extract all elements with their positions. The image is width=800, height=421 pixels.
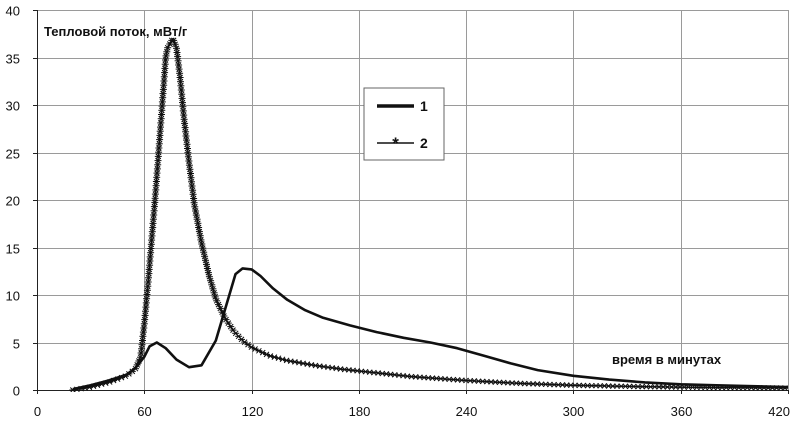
y-tick-label: 40 [6,4,20,19]
legend-box [364,88,444,160]
x-tick-label: 300 [563,404,585,419]
x-axis-label: время в минутах [612,352,722,367]
series-1-line [73,268,788,389]
x-tick-label: 0 [34,404,41,419]
x-tick-label: 240 [456,404,478,419]
y-axis-label: Тепловой поток, мВт/г [44,24,188,39]
y-tick-label: 5 [13,337,20,352]
series-2-marker [235,334,242,339]
legend-label-series-2: 2 [420,135,428,151]
x-tick-label: 360 [671,404,693,419]
x-tick-label: 120 [242,404,264,419]
y-tick-label: 35 [6,52,20,67]
y-tick-label: 10 [6,289,20,304]
y-tick-label: 30 [6,99,20,114]
y-tick-label: 20 [6,194,20,209]
y-tick-label: 0 [13,384,20,399]
y-tick-label: 25 [6,147,20,162]
legend: 1 * 2 [364,88,444,160]
series-1 [73,268,788,389]
x-tick-label: 420 [768,404,790,419]
legend-label-series-1: 1 [420,98,428,114]
x-tick-label: 60 [137,404,151,419]
y-tick-label: 15 [6,242,20,257]
grid [37,10,789,391]
series-2-marker [232,331,239,336]
legend-marker-series-2: * [392,134,399,153]
x-tick-label: 180 [349,404,371,419]
